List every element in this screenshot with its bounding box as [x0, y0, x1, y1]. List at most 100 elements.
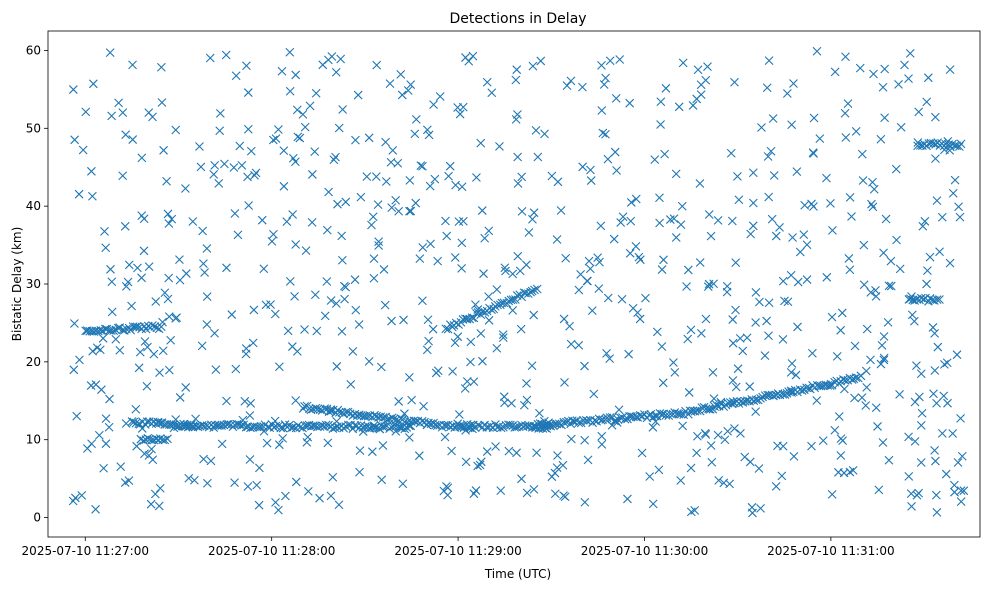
data-point: [848, 465, 858, 475]
data-point: [391, 426, 401, 436]
data-point: [620, 414, 630, 424]
data-point: [789, 79, 798, 88]
data-point: [259, 264, 269, 274]
data-point: [227, 310, 237, 319]
data-point: [764, 192, 774, 202]
data-point: [857, 149, 867, 159]
data-point: [441, 216, 450, 226]
data-point: [876, 359, 886, 369]
data-point: [812, 396, 822, 405]
data-point: [707, 457, 717, 467]
data-point: [324, 187, 333, 197]
data-point: [550, 489, 560, 499]
data-point: [523, 289, 533, 299]
data-point: [769, 171, 779, 180]
data-point: [895, 389, 904, 399]
data-point: [528, 214, 537, 224]
data-point: [140, 337, 150, 346]
data-point: [884, 455, 894, 465]
data-point: [160, 435, 170, 445]
data-point: [696, 328, 706, 338]
data-point: [291, 477, 301, 487]
data-point: [381, 177, 391, 186]
data-point: [932, 398, 941, 408]
data-point: [656, 97, 666, 107]
data-point: [513, 152, 523, 162]
data-point: [139, 246, 149, 256]
data-point: [278, 433, 288, 443]
data-point: [499, 298, 509, 308]
data-point: [307, 170, 317, 179]
data-point: [654, 465, 664, 475]
data-point: [164, 365, 174, 375]
data-point: [554, 419, 564, 429]
data-point: [482, 447, 492, 456]
data-point: [252, 480, 262, 490]
data-point: [337, 255, 347, 265]
data-point: [878, 82, 888, 92]
data-point: [268, 135, 278, 145]
data-point: [631, 194, 641, 204]
data-point: [886, 281, 896, 291]
data-point: [720, 435, 730, 445]
data-point: [736, 429, 745, 438]
data-point: [406, 417, 416, 426]
data-point: [336, 54, 346, 64]
data-point: [576, 270, 586, 279]
data-point: [775, 223, 784, 232]
data-point: [337, 231, 347, 241]
data-point: [583, 416, 592, 426]
data-point: [950, 487, 959, 497]
data-point: [809, 113, 819, 123]
y-tick-label: 10: [26, 433, 41, 447]
data-point: [522, 379, 531, 388]
data-point: [792, 167, 802, 177]
data-point: [261, 300, 271, 310]
data-point: [169, 423, 179, 433]
data-point: [372, 60, 382, 70]
data-point: [797, 386, 807, 395]
data-point: [205, 53, 215, 63]
data-point: [244, 201, 254, 210]
data-point: [812, 46, 822, 56]
data-point: [585, 264, 595, 274]
data-point: [565, 321, 574, 331]
data-point: [121, 282, 131, 291]
data-point: [445, 161, 455, 171]
data-point: [88, 191, 97, 201]
data-point: [252, 422, 262, 432]
data-point: [478, 356, 487, 366]
data-point: [107, 111, 117, 121]
data-point: [396, 70, 406, 79]
data-point: [340, 294, 349, 304]
data-point: [827, 490, 837, 499]
data-point: [862, 324, 872, 334]
data-point: [433, 256, 443, 266]
data-point: [513, 251, 523, 261]
data-point: [154, 418, 163, 427]
data-point: [584, 256, 594, 266]
data-point: [156, 62, 166, 72]
data-point: [508, 269, 518, 279]
data-point: [393, 158, 403, 168]
y-tick-label: 20: [26, 355, 41, 369]
data-point: [81, 107, 91, 117]
data-point: [158, 346, 168, 356]
data-point: [164, 312, 174, 322]
x-tick-label: 2025-07-10 11:27:00: [22, 544, 149, 558]
data-point: [175, 393, 185, 402]
data-point: [745, 382, 755, 391]
data-point: [764, 331, 773, 341]
data-point: [457, 182, 467, 192]
data-point: [731, 382, 741, 392]
data-point: [788, 233, 797, 242]
data-point: [922, 279, 931, 289]
data-point: [222, 396, 231, 406]
data-point: [293, 132, 303, 142]
data-point: [209, 169, 219, 179]
data-point: [243, 482, 253, 491]
data-point: [243, 172, 252, 182]
data-point: [477, 206, 487, 215]
data-point: [285, 47, 295, 57]
data-point: [443, 324, 453, 334]
